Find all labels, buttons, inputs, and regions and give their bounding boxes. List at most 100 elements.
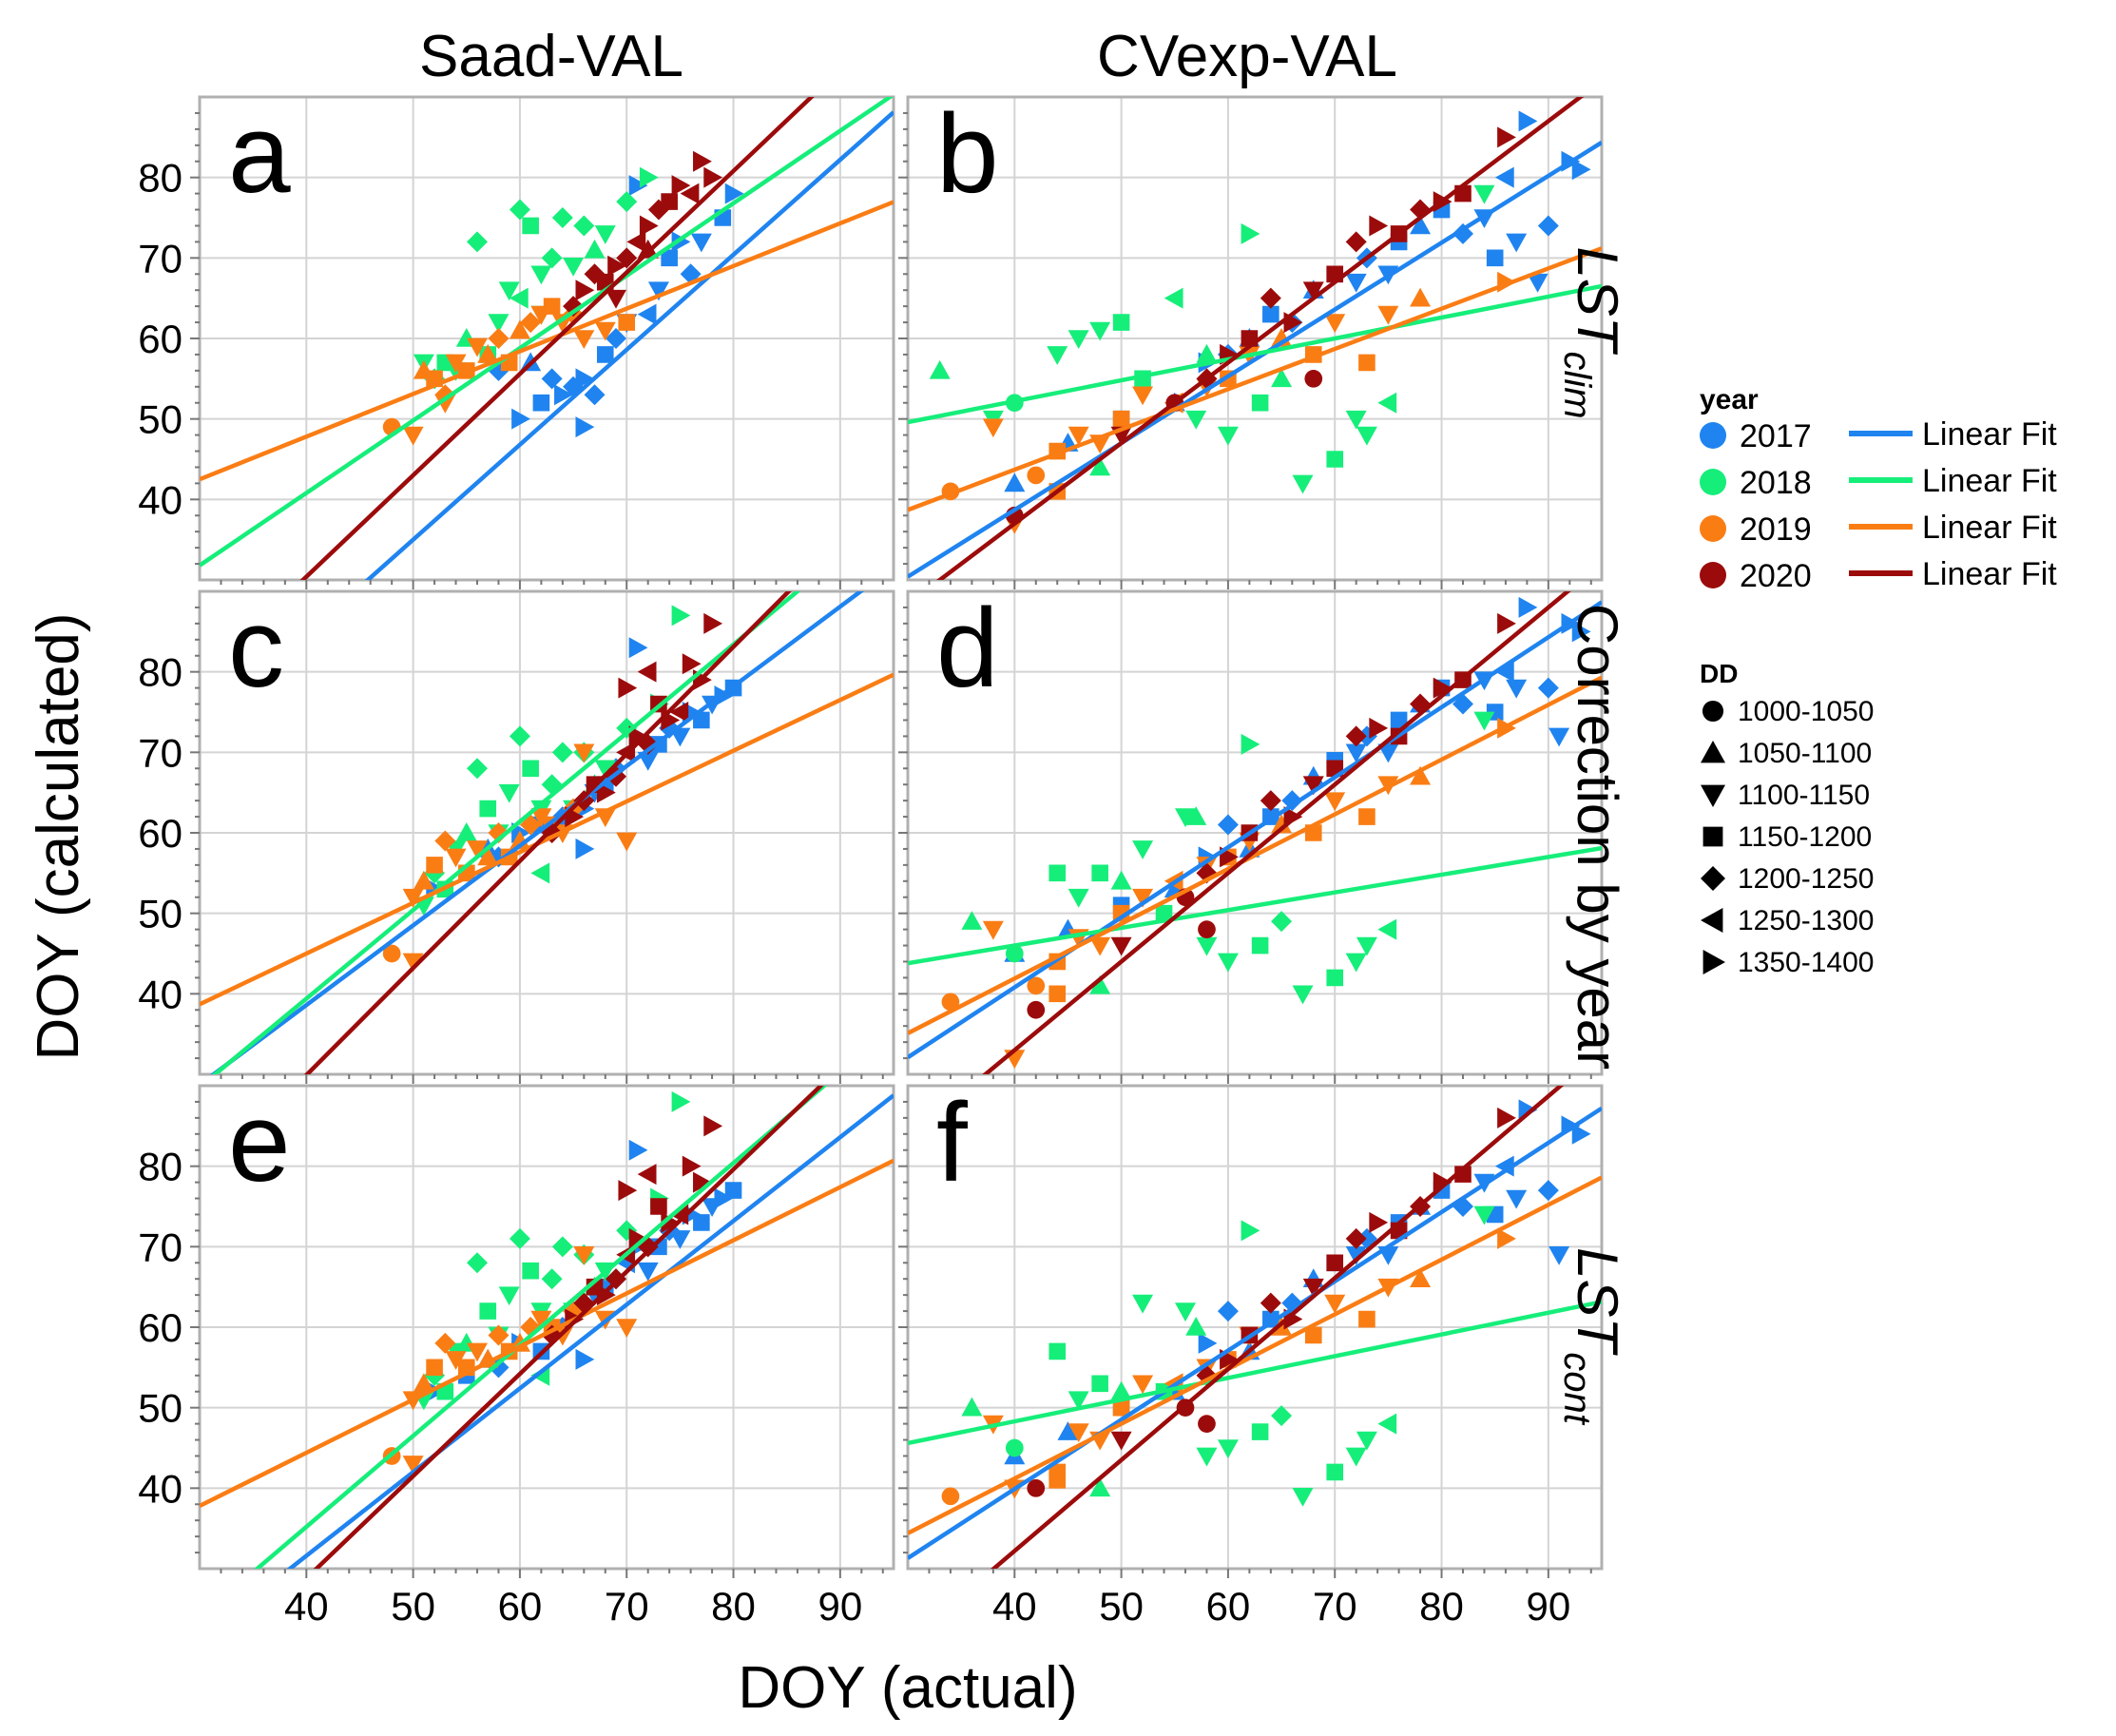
panel-content [908, 97, 1602, 580]
y-tick-label: 50 [138, 397, 183, 442]
fit-line-2019 [200, 1158, 894, 1508]
row-label-correction-by-year: Correction by year [1566, 604, 1629, 1070]
data-point-2019 [402, 953, 424, 973]
data-point-2019 [982, 920, 1004, 940]
legend-years: 2017 Linear Fit 2018 Linear Fit 2019 Linear F… [1700, 416, 2057, 594]
legend-fit-label-2017: Linear Fit [1922, 416, 2057, 453]
fit-line-2019 [908, 675, 1602, 1035]
data-point-2018 [1473, 711, 1495, 731]
data-point-2018 [509, 199, 530, 221]
data-point-2019 [941, 1487, 960, 1506]
data-point-2017 [1486, 249, 1504, 267]
data-point-2019 [413, 870, 434, 890]
legend-dd-label: 1350-1400 [1738, 947, 1874, 978]
legend-year-label-2017: 2017 [1740, 418, 1812, 454]
data-point-2019 [573, 1246, 595, 1265]
data-point-2020 [1110, 936, 1132, 956]
data-point-2019 [382, 944, 401, 963]
data-point-2018 [1271, 368, 1293, 388]
data-point-2020 [1433, 677, 1452, 699]
data-point-2018 [1345, 953, 1367, 973]
fit-line-2019 [908, 246, 1602, 512]
data-point-2017 [1494, 1155, 1514, 1177]
data-point-2017 [1571, 159, 1591, 181]
row-label-lst-cont-sub: cont [1556, 1352, 1598, 1425]
data-point-2018 [1185, 806, 1207, 825]
panel-letter-d: d [936, 586, 999, 711]
fit-line-2017 [364, 110, 894, 580]
legend-year-marker-2020 [1700, 562, 1726, 588]
data-point-2019 [520, 312, 542, 334]
y-tick-label: 80 [138, 1145, 183, 1189]
data-point-2018 [1356, 426, 1377, 446]
data-point-2017 [637, 1262, 659, 1282]
legend-dd-marker-triangle-right [1702, 950, 1725, 974]
data-point-2020 [637, 1164, 657, 1186]
data-point-2018 [1132, 840, 1154, 859]
data-point-2018 [1356, 936, 1377, 956]
y-tick-label: 50 [138, 892, 183, 936]
row-label-lst-clim-sub: clim [1556, 351, 1598, 418]
legend-year-marker-2017 [1700, 422, 1726, 449]
row-label-lst-cont-main: LST [1566, 1247, 1629, 1356]
legend-dd-label: 1100-1150 [1738, 780, 1870, 811]
data-point-2019 [1271, 814, 1293, 834]
data-point-2019 [477, 343, 499, 363]
data-point-2019 [616, 1319, 638, 1338]
y-tick-label: 60 [138, 811, 183, 856]
data-point-2017 [628, 637, 648, 659]
data-point-2017 [1494, 661, 1514, 683]
data-point-2017 [532, 394, 550, 412]
data-point-2019 [509, 319, 530, 339]
data-point-2018 [498, 1286, 520, 1306]
data-point-2019 [402, 1456, 424, 1475]
data-point-2018 [573, 215, 595, 237]
data-point-2017 [554, 384, 573, 406]
x-tick-label: 80 [1419, 1584, 1464, 1629]
data-point-2017 [1527, 273, 1549, 293]
data-point-2017 [1004, 473, 1026, 492]
fit-line-2020 [303, 591, 792, 1074]
data-point-2018 [530, 265, 552, 285]
data-point-2017 [575, 416, 595, 438]
data-point-2019 [530, 1310, 552, 1330]
fit-line-2018 [211, 591, 801, 1074]
data-point-2019 [616, 832, 638, 852]
data-point-2020 [703, 1115, 723, 1137]
data-point-2018 [530, 862, 550, 884]
data-point-2017 [1345, 273, 1367, 293]
data-point-2017 [647, 281, 669, 301]
legend-dd-marker-diamond [1701, 866, 1725, 891]
data-point-2020 [1260, 287, 1281, 309]
data-point-2017 [1452, 222, 1473, 244]
data-point-2018 [1091, 1375, 1108, 1393]
data-point-2018 [616, 191, 638, 213]
data-point-2017 [637, 303, 657, 325]
y-tick-label: 80 [138, 650, 183, 695]
data-point-2020 [1345, 1227, 1367, 1249]
x-tick-label: 70 [1313, 1584, 1357, 1629]
data-point-2019 [1112, 410, 1130, 428]
data-point-2020 [661, 1211, 681, 1233]
legend-year-label-2018: 2018 [1740, 465, 1812, 501]
fit-line-2019 [908, 1175, 1602, 1535]
data-point-2020 [693, 150, 712, 172]
data-point-2018 [1271, 911, 1293, 933]
data-point-2018 [479, 1302, 497, 1320]
data-point-2020 [618, 677, 638, 699]
data-point-2018 [467, 758, 488, 780]
data-point-2020 [682, 1155, 702, 1177]
data-point-2018 [522, 760, 539, 778]
legend-fit-label-2019: Linear Fit [1922, 510, 2057, 546]
legend-dd-label: 1050-1100 [1738, 738, 1872, 769]
data-point-2017 [628, 1139, 648, 1161]
data-point-2018 [1089, 1477, 1111, 1497]
data-point-2019 [1068, 426, 1089, 446]
data-point-2020 [682, 653, 702, 675]
data-point-2020 [1198, 920, 1216, 938]
legend-dd-marker-triangle-down [1701, 784, 1725, 807]
data-point-2017 [1345, 743, 1367, 763]
data-point-2019 [1068, 1423, 1089, 1443]
data-point-2019 [445, 1351, 467, 1370]
data-point-2017 [637, 752, 659, 771]
